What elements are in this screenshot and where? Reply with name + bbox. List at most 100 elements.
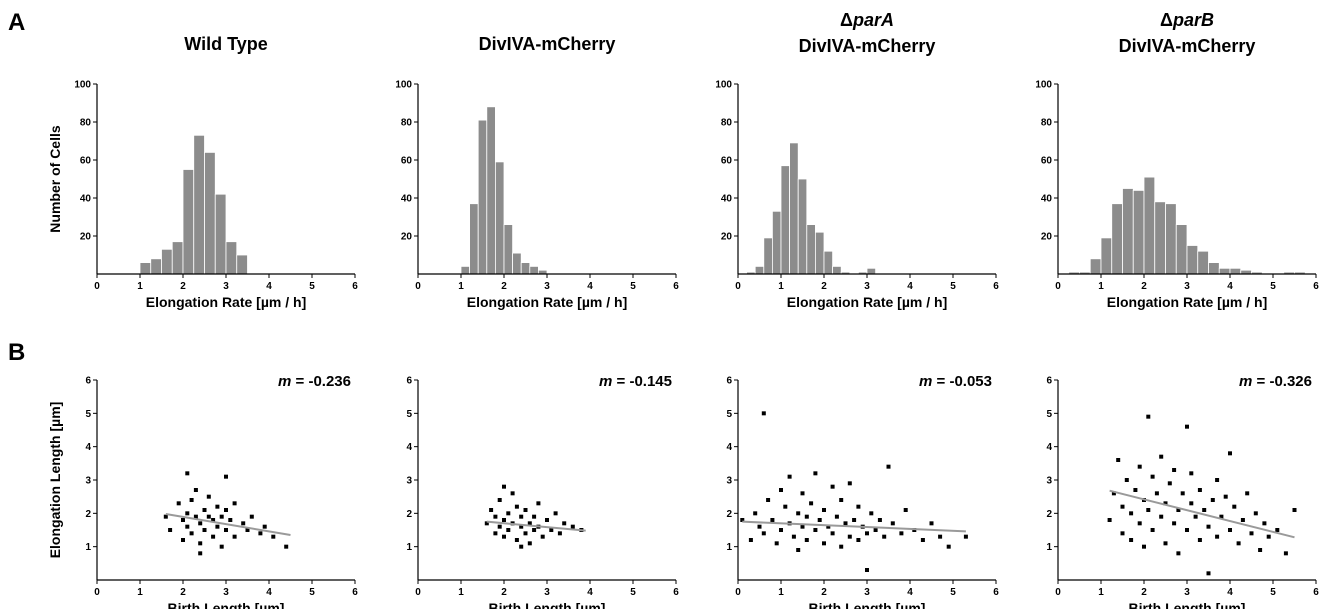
scatter-point: [1129, 511, 1134, 516]
x-tick-label: 5: [950, 281, 956, 292]
slope-symbol: m: [599, 373, 612, 390]
scatter-point: [1228, 451, 1232, 456]
scatter-point: [232, 501, 237, 506]
x-tick-label: 4: [907, 281, 913, 292]
scatter-point: [493, 514, 498, 519]
histogram-bar: [1197, 250, 1209, 275]
y-tick-label: 20: [80, 232, 92, 243]
scatter-point: [761, 531, 766, 536]
x-axis-label: Elongation Rate [µm / h]: [146, 294, 307, 310]
x-tick-label: 2: [821, 281, 827, 292]
panel-letter-b: B: [8, 339, 25, 366]
scatter-point: [1163, 501, 1168, 506]
scatter-point: [271, 534, 276, 539]
scatter-point: [262, 524, 267, 529]
chart-title-part: Δ: [840, 10, 853, 30]
scatter-point: [211, 518, 216, 522]
histogram-bar: [529, 265, 539, 275]
histogram-bar: [806, 224, 816, 275]
scatter-point: [787, 474, 792, 479]
histogram-bar: [503, 224, 514, 275]
histogram-bar: [763, 237, 773, 275]
slope-annotation: m = -0.145: [599, 373, 672, 390]
x-tick-label: 1: [458, 587, 464, 598]
scatter-point: [497, 524, 502, 529]
scatter-point: [1159, 514, 1164, 519]
x-tick-label: 6: [1313, 281, 1319, 292]
y-tick-label: 6: [726, 376, 732, 387]
histogram-bar: [469, 203, 479, 275]
scatter-divIVA: m = -0.145 0 1 2 3 4 5 6 1 2 3 4 5 6 Birth Length [µm]: [406, 373, 679, 609]
y-tick-label: 80: [1041, 118, 1053, 129]
scatter-point: [920, 538, 925, 542]
x-tick-label: 3: [864, 587, 870, 598]
histogram-bar: [1122, 188, 1134, 275]
scatter-point: [228, 518, 233, 522]
scatter-point: [1215, 534, 1220, 539]
scatter-point: [1202, 508, 1207, 512]
y-tick-label: 40: [401, 194, 413, 205]
scatter-point: [185, 511, 190, 516]
scatter-point: [241, 521, 246, 526]
scatter-point: [545, 518, 549, 522]
scatter-point: [211, 534, 216, 539]
histogram-bar: [225, 241, 238, 275]
scatter-point: [761, 411, 766, 416]
scatter-point: [1167, 481, 1172, 486]
scatter-point: [1292, 508, 1297, 512]
scatter-point: [193, 488, 198, 492]
y-axis-label: Elongation Length [µm]: [47, 402, 63, 559]
histogram-bar: [772, 210, 782, 275]
scatter-point: [770, 518, 775, 522]
scatter-point: [523, 531, 528, 536]
scatter-point: [1137, 464, 1142, 469]
scatter-point: [748, 538, 753, 542]
y-tick-label: 2: [85, 509, 91, 520]
x-tick-label: 3: [864, 281, 870, 292]
scatter-point: [865, 531, 869, 536]
scatter-point: [791, 534, 796, 539]
scatter-point: [497, 498, 502, 502]
scatter-point: [198, 551, 203, 556]
scatter-point: [502, 534, 506, 539]
histogram-bar: [1165, 203, 1177, 275]
scatter-point: [1253, 511, 1258, 516]
scatter-point: [202, 508, 207, 512]
scatter-point: [774, 541, 779, 546]
scatter-point: [1111, 491, 1116, 496]
y-tick-label: 80: [401, 118, 413, 129]
x-axis-label: Birth Length [µm]: [489, 600, 606, 609]
scatter-point: [809, 501, 814, 506]
y-tick-label: 100: [715, 80, 732, 91]
histogram-bar: [486, 106, 496, 275]
x-tick-label: 2: [821, 587, 827, 598]
scatter-point: [1223, 494, 1228, 499]
scatter-point: [1206, 571, 1211, 576]
histogram-bar: [193, 134, 205, 275]
x-tick-label: 2: [501, 587, 507, 598]
y-axis-label: Number of Cells: [47, 125, 63, 233]
scatter-point: [1189, 471, 1194, 476]
scatter-point: [1185, 528, 1189, 532]
scatter-point: [1240, 518, 1245, 522]
scatter-point: [882, 534, 887, 539]
scatter-point: [1116, 458, 1121, 462]
y-tick-label: 20: [401, 232, 413, 243]
scatter-point: [557, 531, 562, 536]
scatter-point: [753, 511, 758, 516]
scatter-point: [185, 471, 190, 476]
scatter-point: [224, 528, 228, 532]
scatter-point: [766, 498, 771, 502]
scatter-point: [1150, 528, 1155, 532]
scatter-point: [1133, 488, 1138, 492]
histogram-bar: [494, 161, 505, 275]
y-tick-label: 3: [1046, 476, 1052, 487]
y-tick-label: 5: [726, 409, 732, 420]
scatter-point: [1180, 491, 1185, 496]
scatter-point: [189, 531, 194, 536]
chart-title: ΔparA: [840, 10, 894, 30]
y-tick-label: 5: [85, 409, 91, 420]
scatter-point: [258, 531, 263, 536]
histogram-bar: [204, 151, 216, 275]
scatter-point: [1159, 454, 1164, 459]
